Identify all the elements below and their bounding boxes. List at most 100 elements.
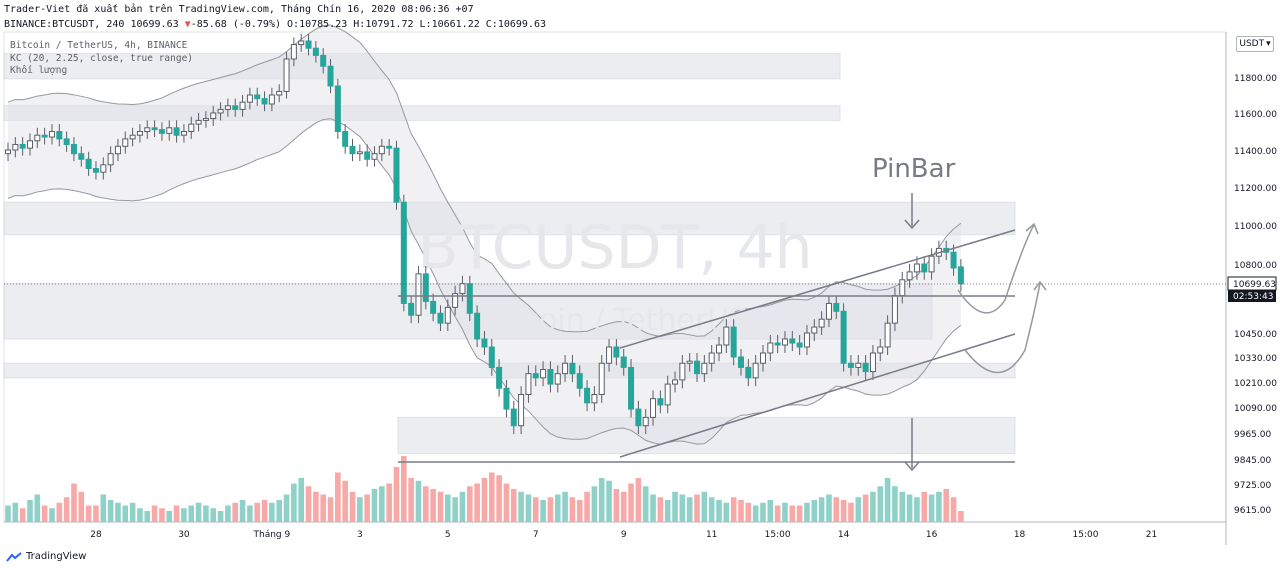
volume-bar <box>496 475 502 522</box>
volume-bar <box>723 502 730 522</box>
candle-body <box>129 134 136 140</box>
candle-body <box>232 105 239 110</box>
candle-body <box>466 283 473 314</box>
candle-body <box>239 101 246 110</box>
x-tick-label: 5 <box>445 530 451 540</box>
volume-bar <box>840 500 847 522</box>
last-price-tag-label: 10699.63 <box>1233 280 1276 290</box>
volume-bar <box>71 483 77 522</box>
candle-body <box>510 408 517 427</box>
x-tick-label: Tháng 9 <box>253 530 291 540</box>
candle-body <box>855 362 862 368</box>
volume-bar <box>606 480 612 522</box>
volume-bar <box>386 483 392 522</box>
volume-bar <box>254 502 261 522</box>
candle-body <box>415 273 422 316</box>
volume-bar <box>657 497 664 522</box>
candle-body <box>957 266 964 285</box>
candle-body <box>305 40 312 49</box>
candle-body <box>474 312 481 340</box>
candle-body <box>378 145 385 155</box>
chart-header: Trader-Viet đã xuất bản trên TradingView… <box>4 2 546 32</box>
volume-bar <box>796 505 803 522</box>
volume-bar <box>12 502 19 522</box>
candle-body <box>869 352 876 373</box>
candle-body <box>276 90 283 96</box>
volume-bar <box>525 494 532 522</box>
candle-body <box>752 362 759 379</box>
candle-body <box>606 346 613 364</box>
currency-button[interactable]: USDT ▾ <box>1236 36 1274 52</box>
y-tick-label: 11400.00 <box>1234 147 1277 157</box>
volume-bar <box>137 508 143 522</box>
volume-bar <box>782 502 788 522</box>
volume-bar <box>210 508 217 522</box>
symbol-legend[interactable]: Bitcoin / TetherUS, 4h, BINANCE <box>10 40 188 51</box>
candle-body <box>738 356 744 368</box>
y-tick-label: 10210.00 <box>1234 379 1277 389</box>
volume-bar <box>562 491 568 522</box>
candle-body <box>166 127 173 134</box>
candle-body <box>818 318 825 328</box>
volume-bar <box>936 491 942 522</box>
volume-bar <box>100 494 107 522</box>
candle-body <box>19 143 26 149</box>
candle-body <box>444 306 451 324</box>
volume-bar <box>694 494 700 522</box>
volume-bar <box>129 502 136 522</box>
volume-bar <box>591 486 598 522</box>
candle-body <box>679 362 686 381</box>
candle-body <box>562 362 569 375</box>
volume-bar <box>899 491 906 522</box>
volume-bar <box>276 500 283 522</box>
candle-body <box>825 302 832 320</box>
candle-body <box>730 326 737 358</box>
volume-bar <box>914 497 920 522</box>
volume-bar <box>298 478 304 522</box>
candle-body <box>195 119 202 125</box>
candle-body <box>796 342 803 348</box>
volume-legend[interactable]: Khối lượng <box>10 65 68 76</box>
volume-bar <box>27 500 33 522</box>
volume-bar <box>503 483 510 522</box>
y-tick-label: 10800.00 <box>1234 261 1277 271</box>
candle-body <box>261 98 268 105</box>
candle-body <box>928 255 935 273</box>
candle-body <box>884 322 891 348</box>
close-value: C:10699.63 <box>485 19 546 30</box>
candle-body <box>144 127 151 133</box>
keltner-upper <box>7 24 962 337</box>
y-tick-label: 10450.00 <box>1234 330 1277 340</box>
candle-body <box>774 342 781 346</box>
candle-body <box>334 85 341 132</box>
footer-brand[interactable]: TradingView <box>6 551 86 562</box>
volume-bar <box>335 472 341 522</box>
volume-bar <box>93 505 99 522</box>
candle-body <box>488 346 495 368</box>
kc-legend[interactable]: KC (20, 2.25, close, true range) <box>10 52 194 64</box>
zone-0 <box>3 53 841 80</box>
volume-bar <box>166 511 173 522</box>
volume-bar <box>716 500 722 522</box>
volume-bar <box>188 505 195 522</box>
symbol-label: BINANCE:BTCUSDT, 240 <box>4 19 125 30</box>
volume-bar <box>466 486 473 522</box>
volume-bar <box>203 505 209 522</box>
volume-bar <box>943 489 950 522</box>
candle-body <box>41 134 48 138</box>
zone-4 <box>3 362 1016 379</box>
candle-body <box>591 394 598 404</box>
candle-body <box>862 362 869 373</box>
candle-body <box>759 352 766 364</box>
candle-body <box>628 366 635 410</box>
y-tick-label: 11800.00 <box>1234 74 1277 84</box>
volume-bar <box>701 491 708 522</box>
volume-bar <box>261 500 268 522</box>
candle-body <box>12 143 19 151</box>
candle-body <box>188 123 195 132</box>
volume-bar <box>56 502 63 522</box>
candle-body <box>26 140 33 149</box>
candle-body <box>349 145 356 155</box>
x-tick-label: 15:00 <box>765 530 791 540</box>
